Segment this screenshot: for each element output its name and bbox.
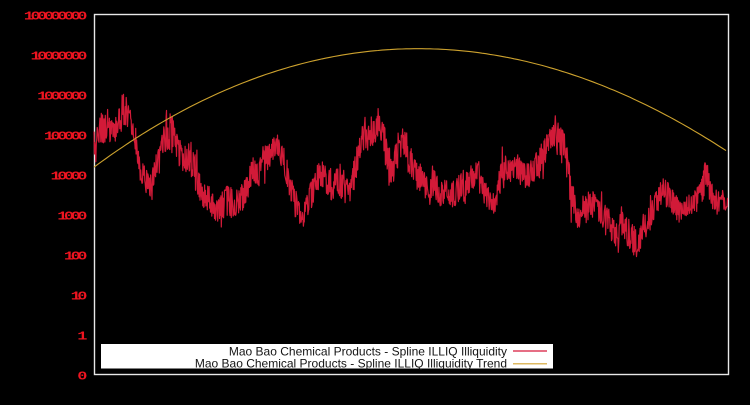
svg-text:10000000: 10000000 [30,50,87,63]
svg-text:Mao Bao Chemical Products - Sp: Mao Bao Chemical Products - Spline ILLIQ… [229,344,507,358]
svg-text:100000000: 100000000 [24,10,88,23]
svg-text:1000000: 1000000 [37,90,87,103]
svg-text:1000: 1000 [57,210,87,223]
svg-text:10000: 10000 [51,170,88,183]
svg-text:100000: 100000 [44,130,88,143]
svg-text:Mao Bao Chemical Products - Sp: Mao Bao Chemical Products - Spline ILLIQ… [195,357,507,371]
